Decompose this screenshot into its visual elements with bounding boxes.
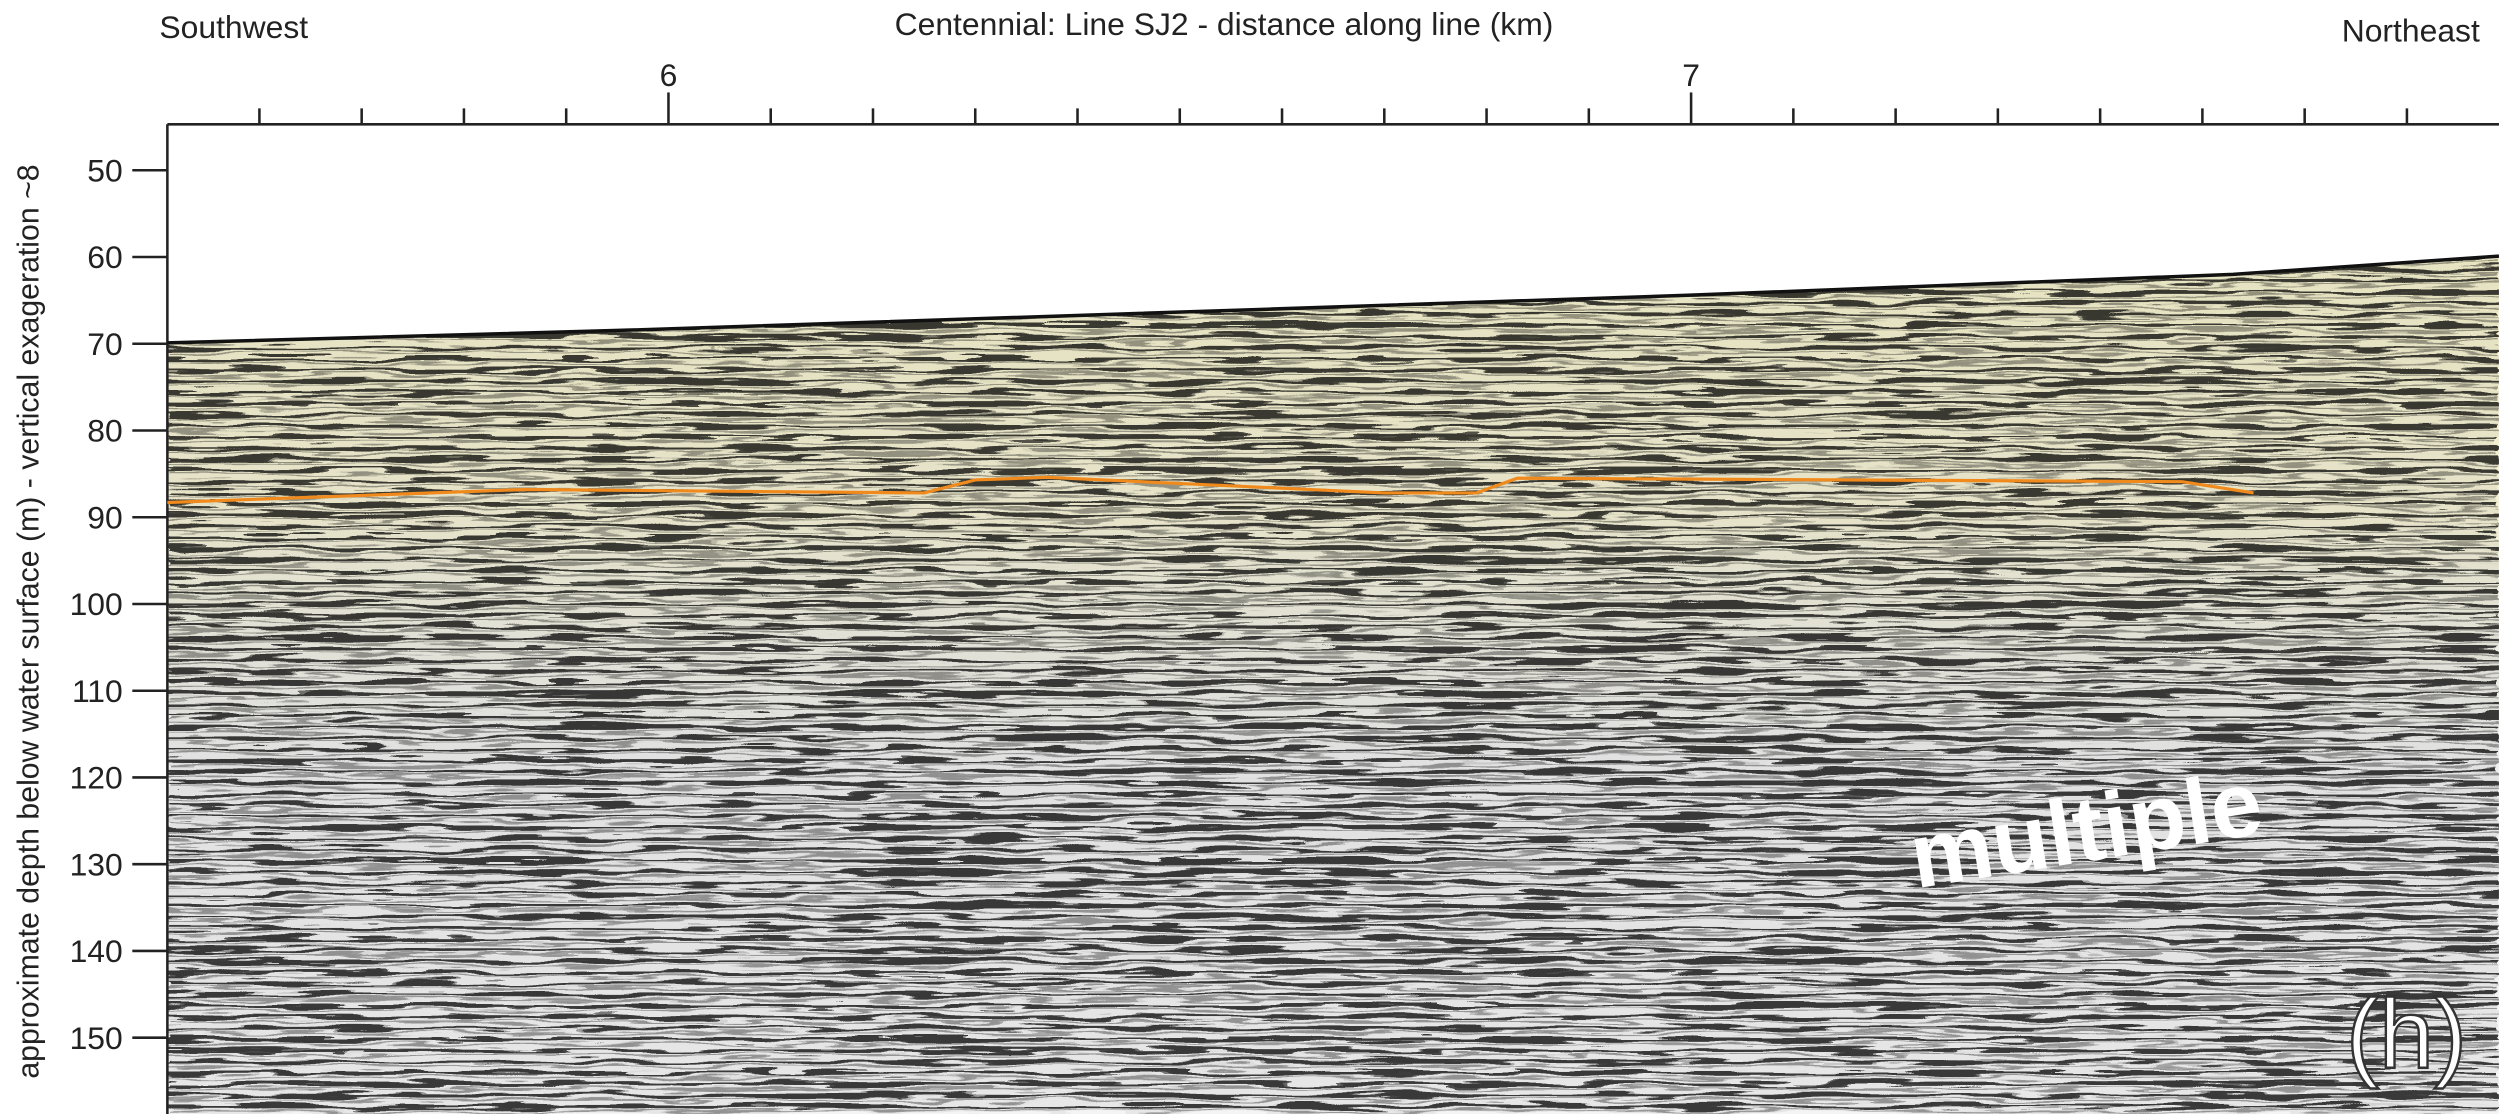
x-tick-label: 7 xyxy=(1682,57,1700,93)
y-tick-label: 90 xyxy=(87,499,122,535)
y-tick-label: 60 xyxy=(87,239,122,275)
y-tick-label: 100 xyxy=(70,586,123,622)
chart-title: Centennial: Line SJ2 - distance along li… xyxy=(895,6,1554,42)
y-tick-label: 80 xyxy=(87,413,122,449)
y-tick-label: 130 xyxy=(70,846,123,882)
y-axis-label: approximate depth below water surface (m… xyxy=(12,164,45,1078)
y-tick-label: 120 xyxy=(70,760,123,796)
seabed-line xyxy=(167,254,2499,345)
y-tick-label: 140 xyxy=(70,933,123,969)
y-tick-label: 150 xyxy=(70,1020,123,1056)
seismic-image xyxy=(167,256,2499,1114)
y-tick-label: 110 xyxy=(72,673,123,709)
y-tick-label: 50 xyxy=(87,152,122,188)
panel-label: (h) xyxy=(2346,979,2467,1089)
left-direction: Southwest xyxy=(159,9,308,45)
y-tick-label: 70 xyxy=(87,326,122,362)
horizon-line xyxy=(167,475,2254,505)
right-direction: Northeast xyxy=(2342,12,2480,48)
x-tick-label: 6 xyxy=(660,57,678,93)
